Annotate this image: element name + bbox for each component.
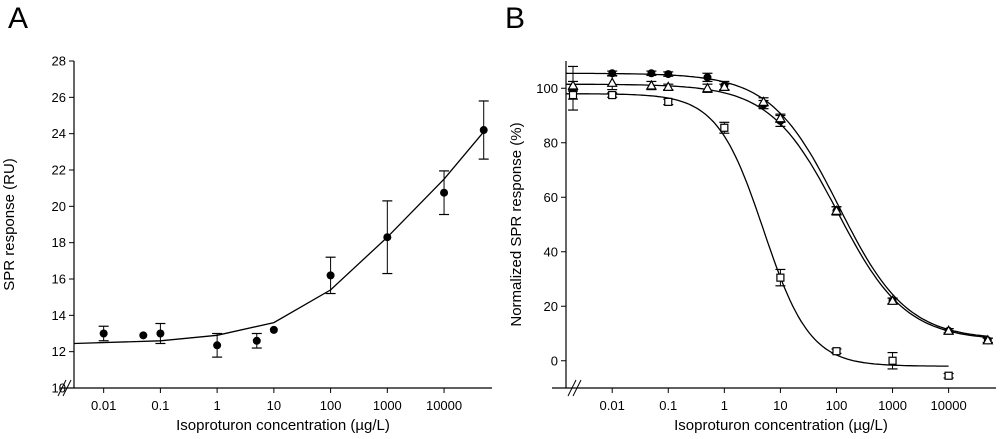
panel-a-data-point [479, 126, 488, 135]
panel-a-y-tick-label: 16 [52, 272, 66, 287]
panel-b-data-point [608, 90, 617, 100]
panel-a-data-point [139, 331, 148, 340]
panel-b-data-point [944, 371, 953, 380]
panel-b-x-tick-label: 100 [826, 398, 848, 413]
panel-b-fit-curve [566, 93, 949, 367]
panel-a-data-point [269, 325, 278, 334]
panel-b-data-point [943, 325, 955, 335]
panel-a-y-tick-label: 12 [52, 344, 66, 359]
panel-b-data-point [608, 69, 617, 78]
panel-b-x-axis-title: Isoproturon concentration (µg/L) [674, 417, 888, 434]
panel-b-x-tick-label: 1000 [878, 398, 907, 413]
panel-a-x-tick-label: 1000 [373, 398, 402, 413]
panel-b-y-tick-label: 80 [544, 135, 558, 150]
panel-a-x-axis-title: Isoproturon concentration (µg/L) [176, 417, 390, 434]
panel-b-data-point [720, 123, 729, 132]
panel-b-data-point [832, 347, 841, 356]
panel-b-data-point [662, 81, 674, 91]
panel-a-y-tick-label: 10 [52, 381, 66, 396]
panel-b-y-tick-label: 20 [544, 299, 558, 314]
panel-a-x-tick-label: 0.1 [151, 398, 169, 413]
panel-b-y-tick-label: 60 [544, 190, 558, 205]
panel-label-a: A [8, 2, 28, 35]
panel-b-data-point [664, 97, 673, 106]
panel-a-y-tick-label: 28 [52, 54, 66, 69]
panel-b-data-point [776, 273, 785, 282]
panel-a-data-point [252, 336, 261, 345]
panel-a-x-tick-label: 1 [214, 398, 221, 413]
panel-b-axis-break-mark [572, 379, 582, 397]
panel-b-x-tick-label: 10000 [931, 398, 967, 413]
panel-b-y-tick-label: 0 [551, 353, 558, 368]
panel-label-b: B [505, 2, 525, 35]
panel-b-axis-break-mark [567, 379, 577, 397]
panel-b-data-point [647, 69, 656, 78]
panel-a-fit-curve [73, 131, 485, 345]
panel-b-y-tick-label: 100 [536, 81, 558, 96]
panel-b-data-point [718, 81, 730, 91]
panel-a-y-tick-label: 20 [52, 199, 66, 214]
panel-b-data-point [888, 356, 897, 365]
panel-b-data-point [701, 82, 713, 93]
panel-a-data-point [383, 233, 392, 242]
panel-a-data-point [156, 329, 165, 338]
panel-a-y-tick-label: 26 [52, 90, 66, 105]
panel-b-data-point [830, 205, 843, 215]
panel-a-data-point [99, 329, 108, 338]
panel-b-chart: 0 20 40 60 80 100 0.01 0.1 1 10 100 1000 10000 Isopro… [508, 61, 996, 434]
panel-b-y-tick-label: 40 [544, 244, 558, 259]
panel-a-y-axis-title: SPR response (RU) [1, 158, 18, 291]
panel-b-data-point [982, 334, 994, 345]
panel-a-y-tick-label: 18 [52, 235, 66, 250]
panel-b-x-tick-label: 10 [773, 398, 787, 413]
panel-b-x-tick-label: 0.1 [659, 398, 677, 413]
panel-a-x-tick-label: 0.01 [91, 398, 116, 413]
panel-a-x-tick-label: 10 [267, 398, 281, 413]
panel-b-data-point [774, 112, 786, 123]
panel-b-data-point [703, 73, 712, 82]
panel-b-data-point [568, 90, 578, 100]
panel-b-data-point [606, 77, 618, 87]
panel-a-y-tick-label: 24 [52, 126, 66, 141]
panel-a-y-tick-label: 22 [52, 163, 66, 178]
panel-a-axis-break-mark [57, 379, 67, 397]
panel-b-y-axis-title: Normalized SPR response (%) [508, 122, 525, 326]
panel-b-data-point [645, 79, 657, 90]
panel-a-data-point [213, 341, 222, 350]
panel-a-y-tick-label: 14 [52, 308, 66, 323]
panel-a-data-point [326, 271, 335, 280]
panel-b-data-point [567, 79, 579, 90]
panel-a-data-point [440, 188, 449, 197]
panel-a-chart: 10 12 14 16 18 20 22 24 26 28 0.01 0.1 1 10 100 1000 100… [1, 54, 492, 434]
panel-b-x-tick-label: 1 [721, 398, 728, 413]
panel-a-axis-break-mark [62, 379, 72, 397]
panel-a-x-tick-label: 10000 [426, 398, 462, 413]
panel-b-data-point [887, 295, 899, 305]
panel-b-data-point [664, 70, 673, 79]
panel-b-x-tick-label: 0.01 [600, 398, 625, 413]
panel-b-data-point [758, 96, 770, 106]
panel-b-fit-curve [565, 72, 989, 337]
panel-a-x-tick-label: 100 [320, 398, 342, 413]
